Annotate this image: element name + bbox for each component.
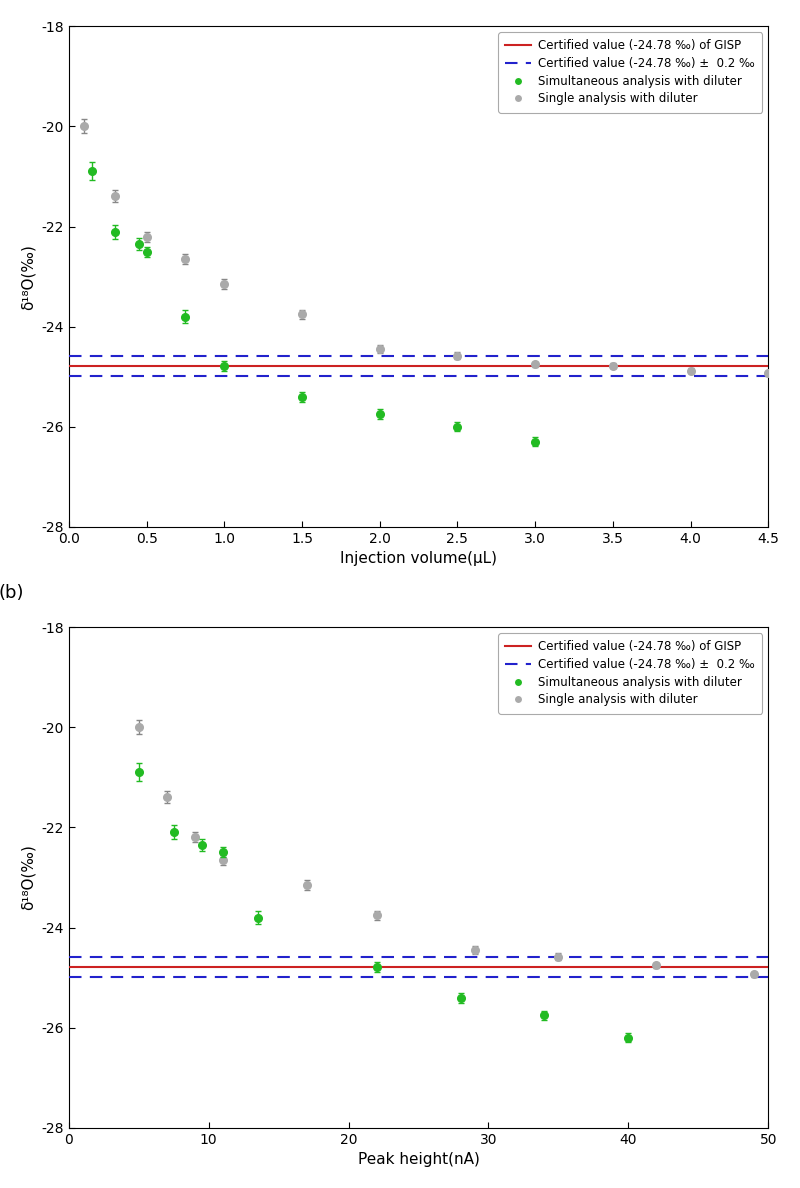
X-axis label: Peak height(nA): Peak height(nA) [358,1152,479,1167]
Text: (a): (a) [0,0,24,1]
Legend: Certified value (-24.78 ‰) of GISP, Certified value (-24.78 ‰) ±  0.2 ‰, Simulta: Certified value (-24.78 ‰) of GISP, Cert… [498,633,762,714]
Y-axis label: δ¹⁸O(‰): δ¹⁸O(‰) [21,845,36,910]
Y-axis label: δ¹⁸O(‰): δ¹⁸O(‰) [21,244,36,310]
Legend: Certified value (-24.78 ‰) of GISP, Certified value (-24.78 ‰) ±  0.2 ‰, Simulta: Certified value (-24.78 ‰) of GISP, Cert… [498,32,762,113]
X-axis label: Injection volume(μL): Injection volume(μL) [340,551,497,567]
Text: (b): (b) [0,584,25,602]
